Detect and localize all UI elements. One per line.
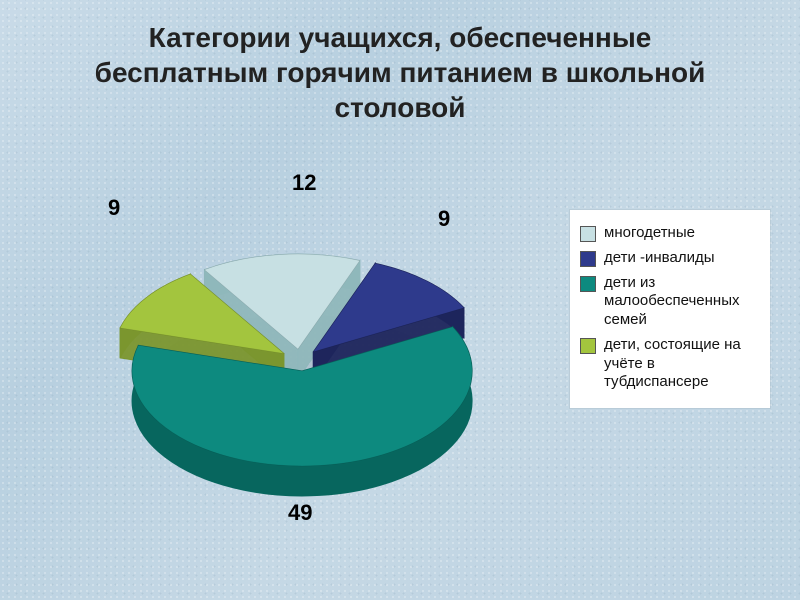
- legend-swatch: [580, 338, 596, 354]
- legend-swatch: [580, 251, 596, 267]
- legend-item: дети из малообеспеченных семей: [580, 274, 760, 330]
- slide: Категории учащихся, обеспеченные бесплат…: [0, 0, 800, 600]
- legend-swatch: [580, 276, 596, 292]
- legend-swatch: [580, 226, 596, 242]
- slice-label-2: 49: [288, 500, 312, 526]
- pie-chart: 12 9 49 9: [60, 150, 540, 550]
- legend: многодетные дети -инвалиды дети из малообе…: [570, 210, 770, 408]
- legend-label: дети из малообеспеченных семей: [604, 274, 760, 330]
- slice-label-0: 12: [292, 170, 316, 196]
- slice-label-3: 9: [108, 195, 120, 221]
- legend-label: дети -инвалиды: [604, 249, 714, 268]
- legend-label: многодетные: [604, 224, 695, 243]
- legend-item: дети -инвалиды: [580, 249, 760, 268]
- slide-title: Категории учащихся, обеспеченные бесплат…: [60, 20, 740, 125]
- pie-chart-svg: [60, 150, 540, 550]
- legend-item: многодетные: [580, 224, 760, 243]
- legend-item: дети, состоящие на учёте в тубдиспансере: [580, 336, 760, 392]
- legend-label: дети, состоящие на учёте в тубдиспансере: [604, 336, 760, 392]
- slice-label-1: 9: [438, 206, 450, 232]
